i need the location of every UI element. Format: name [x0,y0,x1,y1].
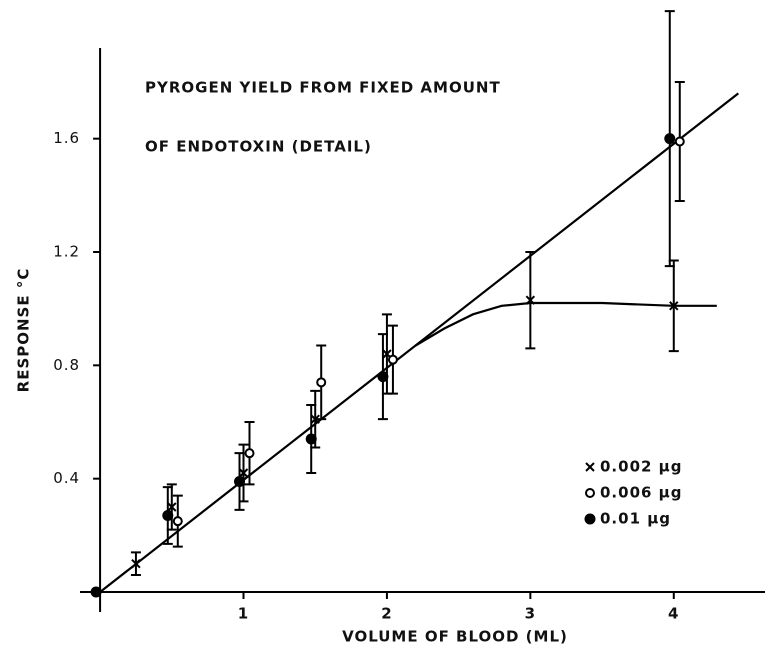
x-tick-label: 3 [525,605,536,623]
data-point [244,448,255,459]
data-point [167,502,177,512]
data-point [305,433,317,445]
legend-marker [584,513,596,525]
y-tick-label: 1.6 [53,129,80,147]
fit-line [415,301,717,347]
legend-marker [585,462,595,472]
data-point [238,468,249,478]
chart-title: PYROGEN YIELD FROM FIXED AMOUNT [145,79,501,97]
data-point [387,354,398,365]
y-tick-label: 0.8 [53,356,80,374]
data-point [90,586,102,598]
data-point [131,558,141,569]
data-point [172,516,183,527]
data-point [525,295,536,305]
data-point [674,136,685,147]
legend-label: 0.002 µg [600,458,682,476]
y-axis-label: RESPONSE °C [15,268,33,393]
data-point [669,301,679,311]
y-tick-label: 1.2 [53,243,80,261]
legend-label: 0.006 µg [600,484,682,502]
y-tick-label: 0.4 [53,469,80,487]
data-point [162,510,174,521]
data-point [664,133,676,145]
x-axis-label: VOLUME OF BLOOD (ML) [342,628,568,646]
legend-marker [585,488,595,498]
data-point [316,377,327,388]
x-tick-label: 2 [381,605,392,623]
x-tick-label: 4 [668,605,679,623]
chart-title: OF ENDOTOXIN (DETAIL) [145,138,372,156]
data-point [234,476,246,487]
data-point [377,371,389,383]
data-point [310,414,320,424]
x-tick-label: 1 [238,605,249,623]
legend-label: 0.01 µg [600,510,671,528]
